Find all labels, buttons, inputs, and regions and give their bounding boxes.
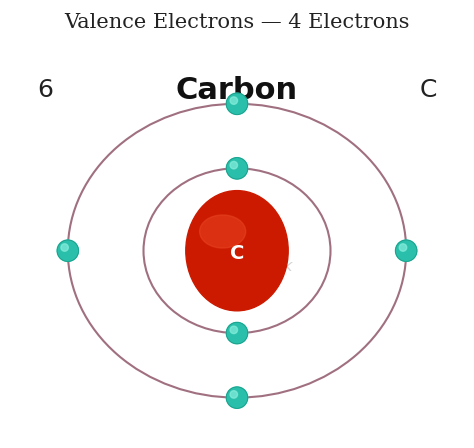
Circle shape <box>226 158 248 179</box>
Ellipse shape <box>200 215 246 248</box>
Ellipse shape <box>186 190 288 311</box>
Circle shape <box>230 97 237 104</box>
Text: C: C <box>230 244 244 263</box>
Circle shape <box>226 387 248 408</box>
Circle shape <box>226 323 248 344</box>
Circle shape <box>230 161 237 169</box>
Circle shape <box>230 391 237 398</box>
Circle shape <box>57 240 79 261</box>
Text: Carbon: Carbon <box>176 76 298 105</box>
Text: Valence Electrons — 4 Electrons: Valence Electrons — 4 Electrons <box>64 13 410 31</box>
Text: shutterstock: shutterstock <box>198 259 294 274</box>
Circle shape <box>395 240 417 261</box>
Circle shape <box>399 244 407 251</box>
Circle shape <box>61 244 68 251</box>
Text: 6: 6 <box>37 78 54 103</box>
Circle shape <box>230 326 237 334</box>
Circle shape <box>226 93 248 115</box>
Text: C: C <box>420 78 437 103</box>
